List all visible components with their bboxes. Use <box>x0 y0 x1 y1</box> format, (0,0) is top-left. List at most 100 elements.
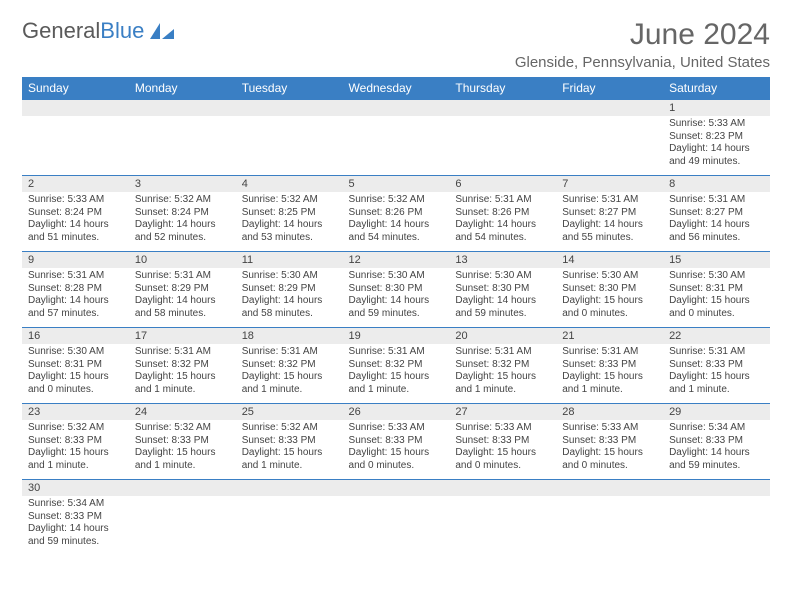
calendar-cell <box>129 480 236 556</box>
day-number <box>129 480 236 496</box>
weekday-header: SundayMondayTuesdayWednesdayThursdayFrid… <box>22 77 770 100</box>
sunrise-line: Sunrise: 5:31 AM <box>28 270 123 283</box>
day-content: Sunrise: 5:32 AMSunset: 8:33 PMDaylight:… <box>22 420 129 476</box>
calendar-cell: 27Sunrise: 5:33 AMSunset: 8:33 PMDayligh… <box>449 404 556 480</box>
day-number: 25 <box>236 404 343 420</box>
day-content: Sunrise: 5:31 AMSunset: 8:29 PMDaylight:… <box>129 268 236 324</box>
daylight-line: Daylight: 15 hours and 0 minutes. <box>28 371 123 396</box>
sunrise-line: Sunrise: 5:31 AM <box>562 346 657 359</box>
calendar-cell <box>343 480 450 556</box>
calendar-cell <box>22 100 129 176</box>
sunset-line: Sunset: 8:29 PM <box>135 283 230 296</box>
sunset-line: Sunset: 8:33 PM <box>562 359 657 372</box>
day-number: 26 <box>343 404 450 420</box>
day-content: Sunrise: 5:30 AMSunset: 8:30 PMDaylight:… <box>449 268 556 324</box>
sunrise-line: Sunrise: 5:30 AM <box>28 346 123 359</box>
day-number <box>343 100 450 116</box>
day-content: Sunrise: 5:31 AMSunset: 8:27 PMDaylight:… <box>556 192 663 248</box>
daylight-line: Daylight: 14 hours and 49 minutes. <box>669 143 764 168</box>
daylight-line: Daylight: 14 hours and 56 minutes. <box>669 219 764 244</box>
day-number: 12 <box>343 252 450 268</box>
daylight-line: Daylight: 14 hours and 59 minutes. <box>669 447 764 472</box>
sunset-line: Sunset: 8:31 PM <box>28 359 123 372</box>
sunrise-line: Sunrise: 5:31 AM <box>135 346 230 359</box>
calendar-week-row: 9Sunrise: 5:31 AMSunset: 8:28 PMDaylight… <box>22 252 770 328</box>
daylight-line: Daylight: 14 hours and 54 minutes. <box>455 219 550 244</box>
daylight-line: Daylight: 15 hours and 1 minute. <box>562 371 657 396</box>
sunset-line: Sunset: 8:32 PM <box>242 359 337 372</box>
weekday-heading: Friday <box>556 77 663 100</box>
day-number: 22 <box>663 328 770 344</box>
sunrise-line: Sunrise: 5:32 AM <box>135 422 230 435</box>
daylight-line: Daylight: 15 hours and 1 minute. <box>242 447 337 472</box>
daylight-line: Daylight: 15 hours and 1 minute. <box>349 371 444 396</box>
sunrise-line: Sunrise: 5:32 AM <box>349 194 444 207</box>
sunset-line: Sunset: 8:24 PM <box>135 207 230 220</box>
sunrise-line: Sunrise: 5:31 AM <box>349 346 444 359</box>
sunset-line: Sunset: 8:32 PM <box>455 359 550 372</box>
day-number: 7 <box>556 176 663 192</box>
day-number <box>236 100 343 116</box>
title-block: June 2024 Glenside, Pennsylvania, United… <box>515 18 770 71</box>
daylight-line: Daylight: 15 hours and 1 minute. <box>28 447 123 472</box>
day-number: 24 <box>129 404 236 420</box>
calendar-cell: 28Sunrise: 5:33 AMSunset: 8:33 PMDayligh… <box>556 404 663 480</box>
logo-word1: General <box>22 18 100 43</box>
sunrise-line: Sunrise: 5:30 AM <box>349 270 444 283</box>
day-number <box>22 100 129 116</box>
day-number: 29 <box>663 404 770 420</box>
daylight-line: Daylight: 14 hours and 58 minutes. <box>135 295 230 320</box>
sunset-line: Sunset: 8:32 PM <box>135 359 230 372</box>
daylight-line: Daylight: 14 hours and 57 minutes. <box>28 295 123 320</box>
day-number: 19 <box>343 328 450 344</box>
sunrise-line: Sunrise: 5:31 AM <box>455 346 550 359</box>
calendar-cell: 8Sunrise: 5:31 AMSunset: 8:27 PMDaylight… <box>663 176 770 252</box>
weekday-heading: Monday <box>129 77 236 100</box>
day-number: 16 <box>22 328 129 344</box>
day-number: 4 <box>236 176 343 192</box>
weekday-heading: Saturday <box>663 77 770 100</box>
calendar-table: SundayMondayTuesdayWednesdayThursdayFrid… <box>22 77 770 556</box>
location-label: Glenside, Pennsylvania, United States <box>515 54 770 71</box>
sunrise-line: Sunrise: 5:31 AM <box>669 346 764 359</box>
sunset-line: Sunset: 8:33 PM <box>349 435 444 448</box>
sunset-line: Sunset: 8:31 PM <box>669 283 764 296</box>
sunrise-line: Sunrise: 5:31 AM <box>135 270 230 283</box>
day-content: Sunrise: 5:31 AMSunset: 8:32 PMDaylight:… <box>236 344 343 400</box>
calendar-cell <box>343 100 450 176</box>
calendar-cell: 2Sunrise: 5:33 AMSunset: 8:24 PMDaylight… <box>22 176 129 252</box>
daylight-line: Daylight: 15 hours and 1 minute. <box>135 371 230 396</box>
daylight-line: Daylight: 15 hours and 1 minute. <box>242 371 337 396</box>
day-content: Sunrise: 5:30 AMSunset: 8:30 PMDaylight:… <box>343 268 450 324</box>
day-content: Sunrise: 5:33 AMSunset: 8:33 PMDaylight:… <box>343 420 450 476</box>
calendar-cell: 18Sunrise: 5:31 AMSunset: 8:32 PMDayligh… <box>236 328 343 404</box>
daylight-line: Daylight: 15 hours and 0 minutes. <box>562 295 657 320</box>
calendar-cell <box>449 100 556 176</box>
calendar-cell: 23Sunrise: 5:32 AMSunset: 8:33 PMDayligh… <box>22 404 129 480</box>
day-number: 6 <box>449 176 556 192</box>
day-number: 2 <box>22 176 129 192</box>
calendar-cell: 22Sunrise: 5:31 AMSunset: 8:33 PMDayligh… <box>663 328 770 404</box>
calendar-cell: 15Sunrise: 5:30 AMSunset: 8:31 PMDayligh… <box>663 252 770 328</box>
calendar-week-row: 23Sunrise: 5:32 AMSunset: 8:33 PMDayligh… <box>22 404 770 480</box>
day-content: Sunrise: 5:31 AMSunset: 8:27 PMDaylight:… <box>663 192 770 248</box>
day-content: Sunrise: 5:34 AMSunset: 8:33 PMDaylight:… <box>663 420 770 476</box>
sunrise-line: Sunrise: 5:30 AM <box>455 270 550 283</box>
sunset-line: Sunset: 8:33 PM <box>562 435 657 448</box>
sunrise-line: Sunrise: 5:30 AM <box>562 270 657 283</box>
sunset-line: Sunset: 8:27 PM <box>562 207 657 220</box>
logo-word2: Blue <box>100 18 144 43</box>
day-content: Sunrise: 5:30 AMSunset: 8:29 PMDaylight:… <box>236 268 343 324</box>
calendar-cell: 25Sunrise: 5:32 AMSunset: 8:33 PMDayligh… <box>236 404 343 480</box>
daylight-line: Daylight: 14 hours and 59 minutes. <box>349 295 444 320</box>
day-number: 23 <box>22 404 129 420</box>
day-content: Sunrise: 5:30 AMSunset: 8:31 PMDaylight:… <box>22 344 129 400</box>
weekday-heading: Thursday <box>449 77 556 100</box>
daylight-line: Daylight: 14 hours and 55 minutes. <box>562 219 657 244</box>
day-content: Sunrise: 5:31 AMSunset: 8:26 PMDaylight:… <box>449 192 556 248</box>
day-content: Sunrise: 5:33 AMSunset: 8:24 PMDaylight:… <box>22 192 129 248</box>
day-number: 21 <box>556 328 663 344</box>
day-content: Sunrise: 5:31 AMSunset: 8:33 PMDaylight:… <box>663 344 770 400</box>
calendar-cell: 26Sunrise: 5:33 AMSunset: 8:33 PMDayligh… <box>343 404 450 480</box>
calendar-week-row: 30Sunrise: 5:34 AMSunset: 8:33 PMDayligh… <box>22 480 770 556</box>
